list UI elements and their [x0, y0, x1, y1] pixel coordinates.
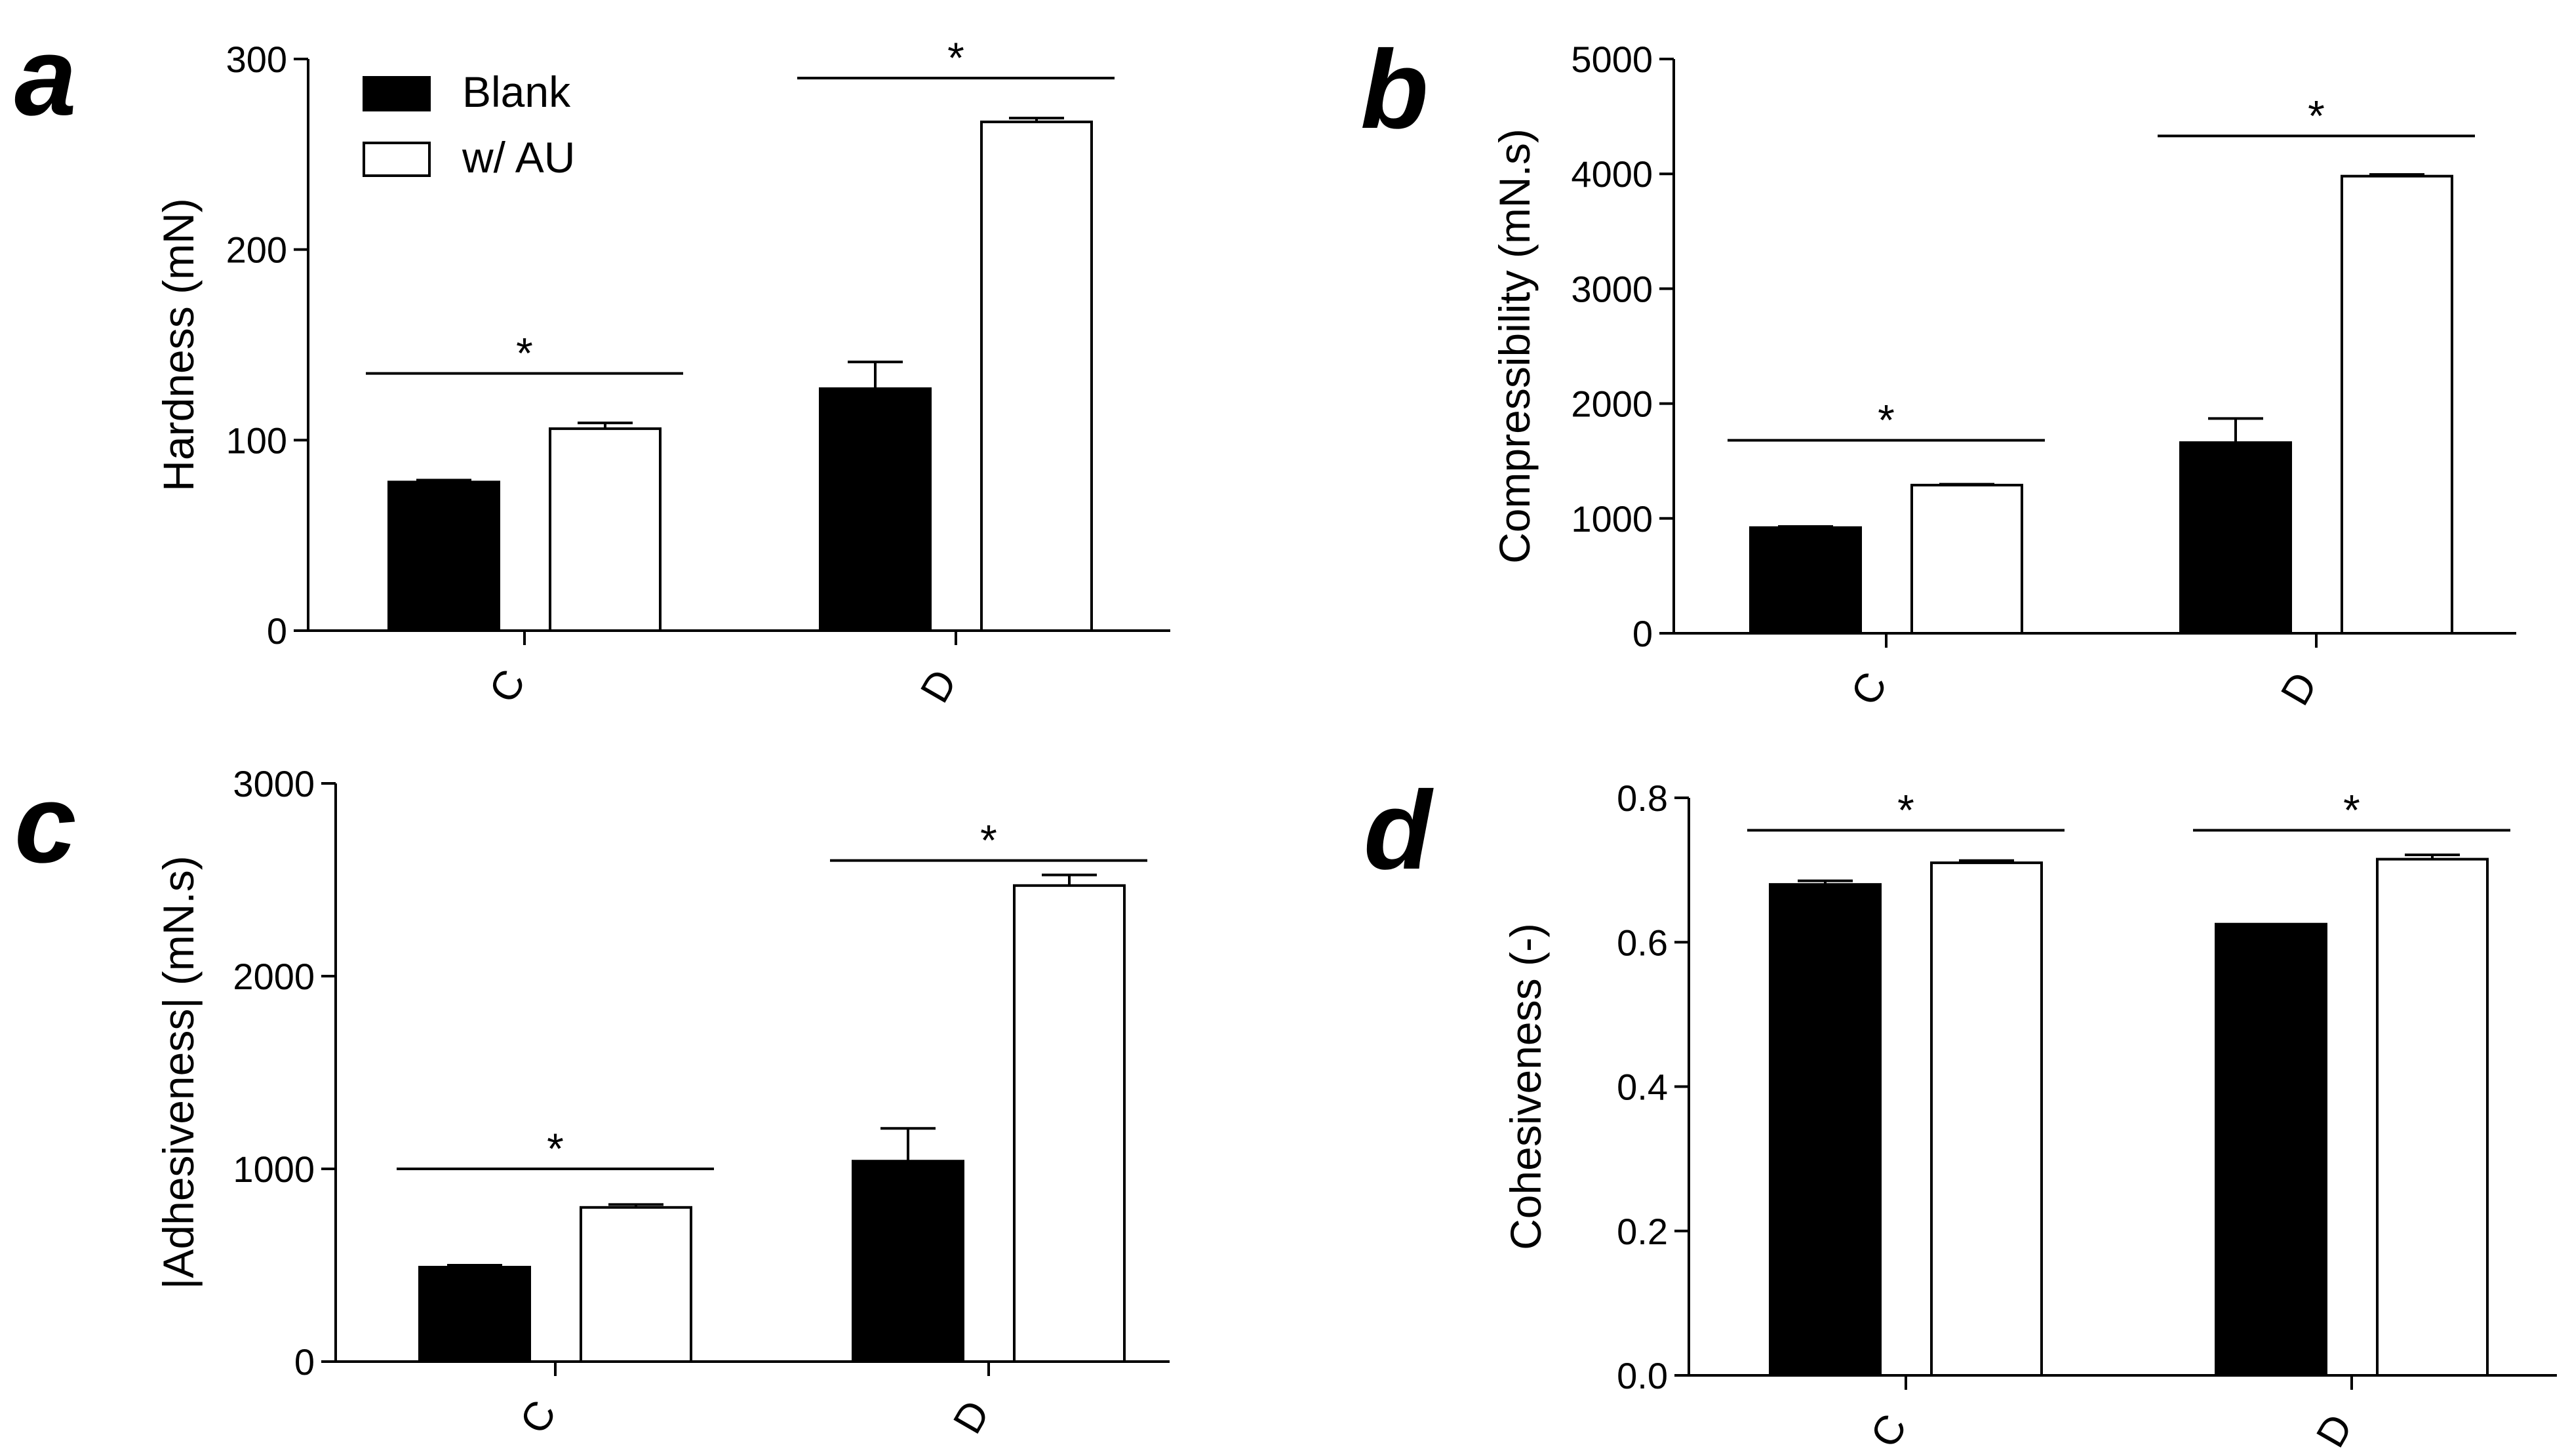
x-tick-label-C: C [511, 1393, 565, 1441]
y-tick-label: 0 [267, 610, 287, 652]
bar-blank-C [387, 481, 500, 633]
panel-letter-a: a [14, 14, 77, 139]
bar-blank-C [1769, 883, 1882, 1377]
panel-letter-d: d [1364, 768, 1434, 893]
y-tick-label: 0.2 [1617, 1211, 1668, 1252]
bar-blank-C [1749, 526, 1862, 635]
bar-au-C [1910, 483, 2023, 635]
bar-blank-D [819, 387, 932, 632]
bar-au-D [1013, 884, 1126, 1363]
y-axis-title: Hardness (mN) [154, 198, 203, 491]
x-tick-label-C: C [1862, 1407, 1916, 1455]
panel-letter-b: b [1360, 28, 1429, 152]
legend-label-blank: Blank [462, 68, 571, 116]
legend-swatch-au [363, 142, 431, 177]
bar-blank-C [418, 1265, 531, 1363]
significance-star-C: * [1878, 396, 1895, 444]
y-tick-label: 1000 [1571, 498, 1653, 540]
bar-au-C [1930, 861, 2043, 1377]
panel-b: b 0 1000 2000 3000 4000 5000 Compressibility (m… [1360, 28, 2516, 713]
y-tick-label: 0.6 [1617, 922, 1668, 963]
panel-letter-c: c [14, 762, 77, 886]
bar-au-C [549, 427, 662, 632]
significance-star-C: * [1897, 786, 1914, 835]
y-axis-title: Compressibility (mN.s) [1490, 128, 1539, 564]
y-tick-label: 100 [226, 420, 287, 461]
bar-au-D [2341, 174, 2453, 635]
y-tick-label: 0 [1632, 613, 1653, 654]
bar-au-D [980, 120, 1093, 633]
legend-label-au: w/ AU [462, 133, 575, 182]
bar-blank-D [852, 1160, 964, 1363]
x-tick-label-D: D [945, 1393, 998, 1441]
y-axis-title: |Adhesiveness| (mN.s) [154, 856, 203, 1289]
y-tick-label: 5000 [1571, 39, 1653, 80]
bar-au-D [2376, 857, 2489, 1377]
significance-star-D: * [947, 33, 964, 82]
y-tick-label: 2000 [233, 956, 315, 997]
y-tick-label: 300 [226, 39, 287, 80]
significance-star-D: * [980, 816, 997, 865]
significance-star-D: * [2308, 91, 2325, 140]
y-tick-label: 0 [294, 1341, 315, 1383]
y-tick-label: 200 [226, 229, 287, 271]
bar-blank-D [2215, 922, 2327, 1377]
x-tick-label-C: C [1842, 665, 1896, 713]
x-tick-label-C: C [481, 662, 534, 710]
significance-star-C: * [547, 1124, 564, 1173]
y-tick-label: 2000 [1571, 384, 1653, 425]
y-tick-label: 1000 [233, 1149, 315, 1190]
y-axis-title: Cohesiveness (-) [1501, 923, 1550, 1250]
y-tick-label: 0.0 [1617, 1355, 1668, 1396]
x-tick-label-D: D [2308, 1407, 2362, 1455]
panel-c: c 0 1000 2000 3000 |Adhesiveness| (mN.s) C D * * [14, 762, 1170, 1441]
y-tick-label: 0.4 [1617, 1067, 1668, 1108]
significance-star-D: * [2343, 786, 2360, 835]
y-tick-label: 3000 [233, 763, 315, 804]
y-tick-label: 3000 [1571, 268, 1653, 309]
significance-star-C: * [516, 329, 533, 378]
panel-a: a 0 100 200 300 Hardness (mN) C D * * [14, 14, 1170, 710]
x-tick-label-D: D [912, 662, 966, 710]
y-tick-label: 0.8 [1617, 777, 1668, 819]
bar-au-C [580, 1206, 692, 1364]
bar-blank-D [2179, 441, 2292, 635]
legend: Blank w/ AU [363, 68, 575, 182]
y-tick-label: 4000 [1571, 153, 1653, 195]
legend-swatch-blank [363, 76, 431, 111]
x-tick-label-D: D [2272, 665, 2326, 713]
panel-d: d 0.0 0.2 0.4 0.6 0.8 Cohesiveness (-) C D * * [1364, 768, 2557, 1455]
